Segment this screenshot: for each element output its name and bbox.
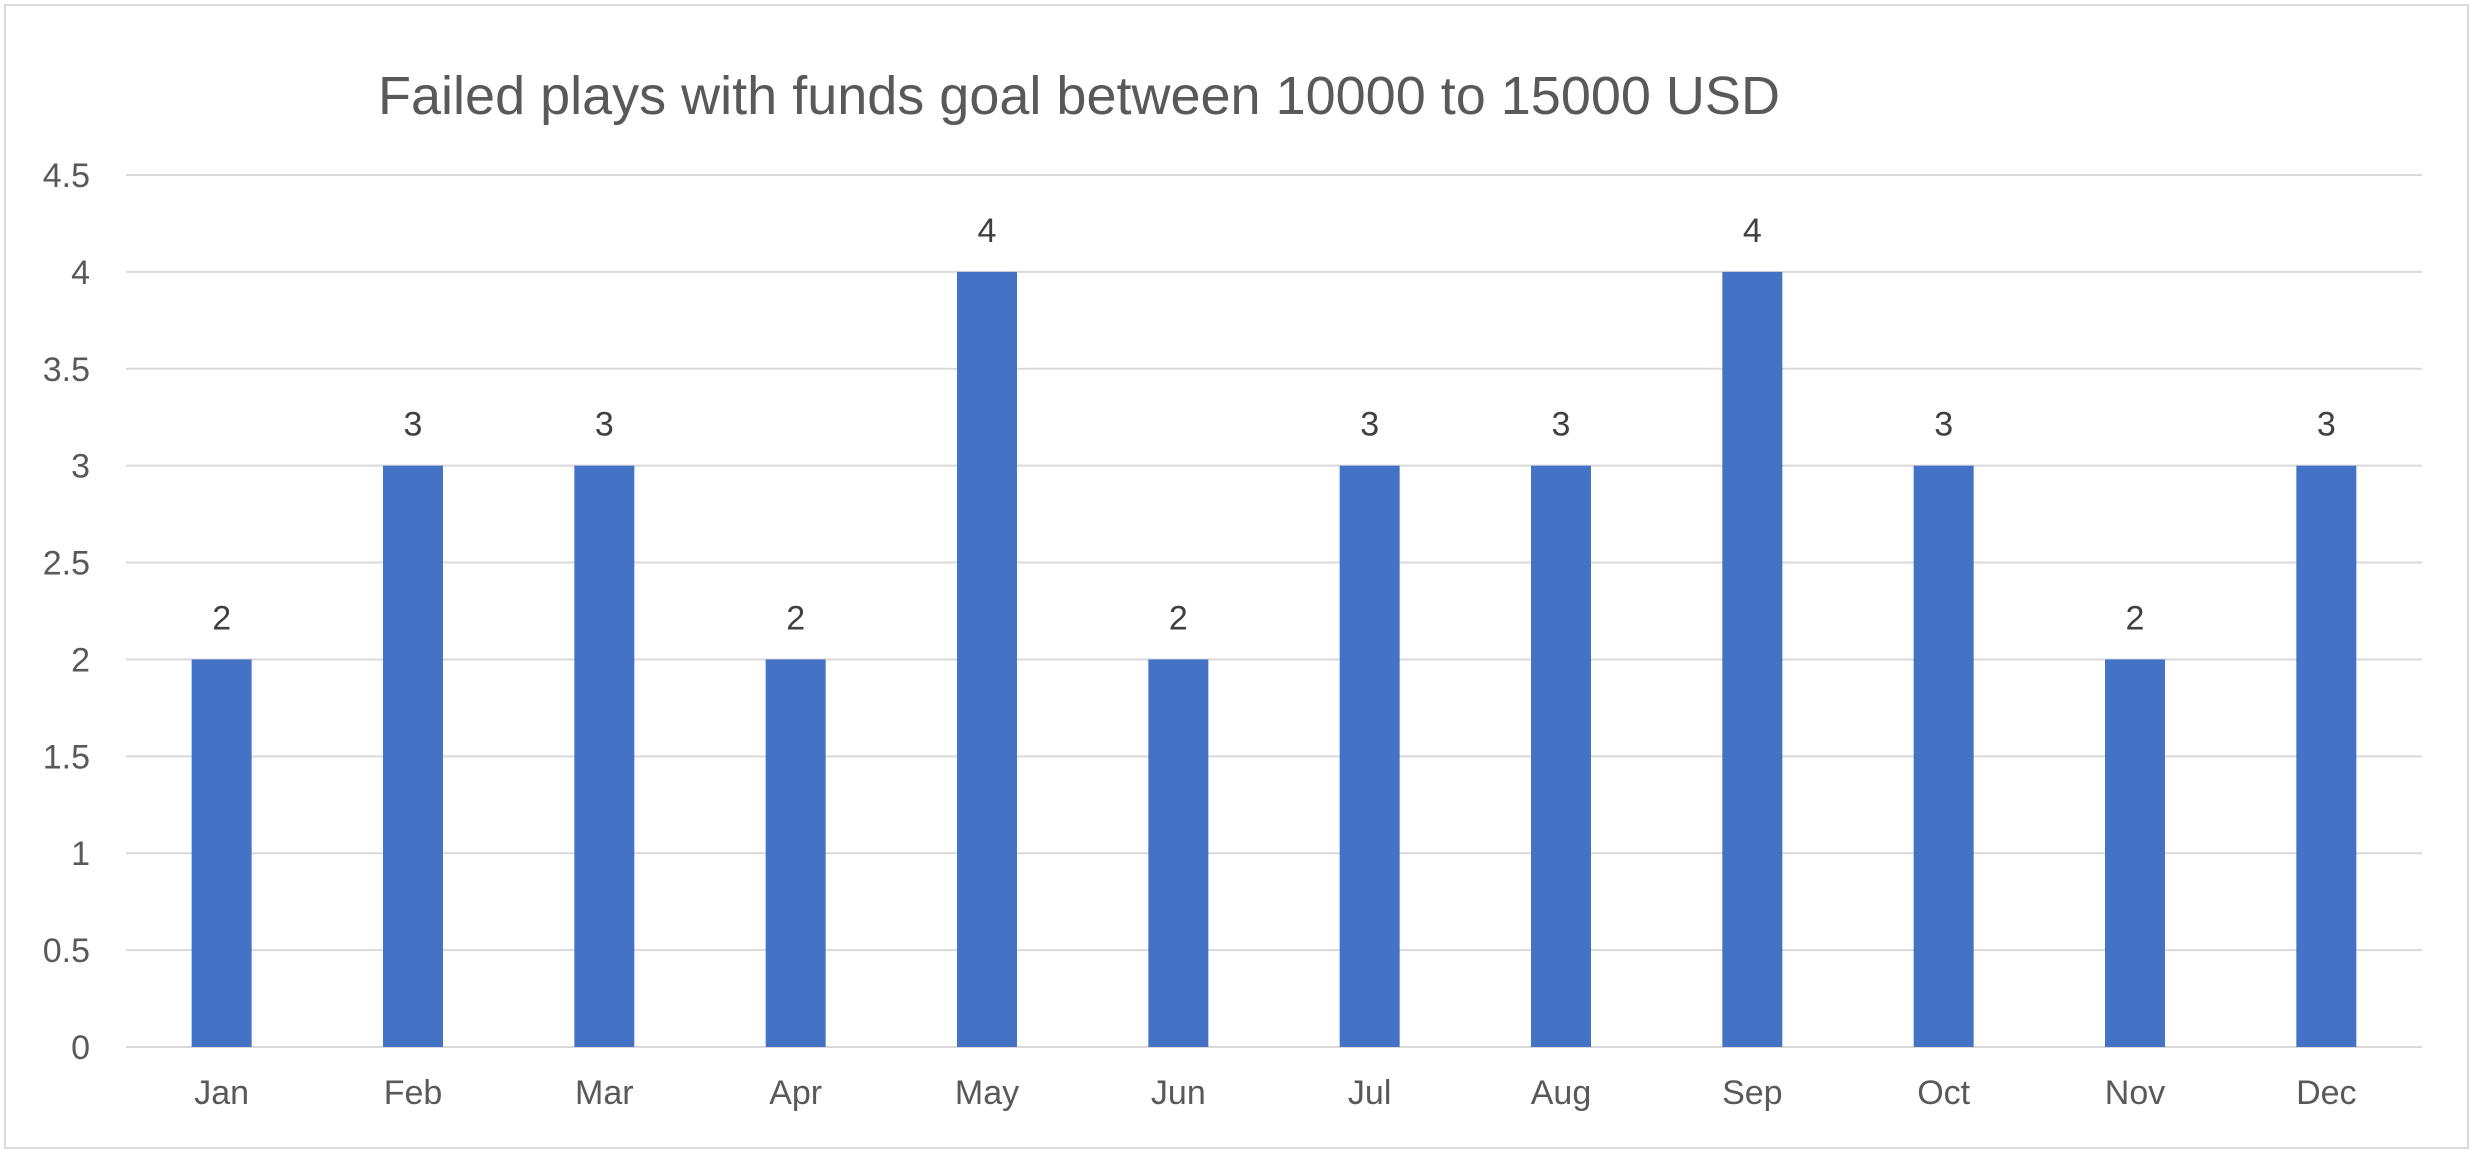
- x-tick-label-aug: Aug: [1531, 1074, 1592, 1112]
- data-label-nov: 2: [2126, 599, 2145, 637]
- bar-aug: [1531, 465, 1591, 1048]
- data-label-dec: 3: [2317, 406, 2336, 444]
- y-tick-label: 1: [71, 835, 90, 873]
- x-tick-label-jul: Jul: [1348, 1074, 1391, 1112]
- data-label-may: 4: [978, 212, 997, 250]
- x-tick-label-oct: Oct: [1917, 1074, 1970, 1112]
- bar-oct: [1913, 465, 1974, 1048]
- y-tick-label: 3.5: [43, 351, 90, 389]
- x-tick-label-may: May: [955, 1074, 1019, 1112]
- bar-mar: [574, 465, 635, 1048]
- x-tick-label-sep: Sep: [1722, 1074, 1783, 1112]
- y-tick-label: 0.5: [43, 932, 90, 970]
- x-axis-tick-labels: Jan Feb Mar Apr May Jun Jul Aug Sep Oct Nov Dec: [194, 1074, 2356, 1112]
- chart-svg: Failed plays with funds goal between 100…: [43, 66, 2422, 1112]
- bar-jul: [1339, 465, 1400, 1048]
- data-label-aug: 3: [1552, 406, 1571, 444]
- y-tick-label: 4: [71, 254, 90, 292]
- y-tick-label: 4.5: [43, 157, 90, 195]
- x-tick-label-nov: Nov: [2105, 1074, 2165, 1112]
- data-label-feb: 3: [404, 406, 423, 444]
- x-tick-label-apr: Apr: [769, 1074, 822, 1112]
- data-labels: 2 3 3 2 4 2 3 3 4 3 2 3: [212, 212, 2336, 638]
- bar-nov: [2105, 659, 2165, 1047]
- chart-frame: Failed plays with funds goal between 100…: [4, 4, 2469, 1149]
- y-tick-label: 2: [71, 641, 90, 679]
- bar-apr: [765, 659, 826, 1047]
- data-label-jun: 2: [1169, 599, 1188, 637]
- bar-may: [957, 271, 1017, 1047]
- y-tick-label: 3: [71, 448, 90, 486]
- y-tick-label: 1.5: [43, 738, 90, 776]
- data-label-jan: 2: [212, 599, 231, 637]
- bars: [191, 271, 2357, 1048]
- x-tick-label-feb: Feb: [384, 1074, 443, 1112]
- data-label-apr: 2: [786, 599, 805, 637]
- bar-jun: [1148, 659, 1209, 1047]
- chart-title: Failed plays with funds goal between 100…: [378, 66, 1780, 126]
- x-tick-label-mar: Mar: [575, 1074, 634, 1112]
- y-tick-label: 0: [71, 1029, 90, 1067]
- y-tick-label: 2.5: [43, 545, 90, 583]
- data-label-mar: 3: [595, 406, 614, 444]
- bar-feb: [383, 465, 443, 1048]
- bar-dec: [2296, 465, 2357, 1048]
- gridlines: [126, 174, 2422, 1048]
- bar-sep: [1722, 271, 1783, 1047]
- data-label-oct: 3: [1934, 406, 1953, 444]
- data-label-jul: 3: [1360, 406, 1379, 444]
- x-tick-label-jan: Jan: [194, 1074, 249, 1112]
- bar-jan: [191, 659, 252, 1047]
- y-axis-tick-labels: 0 0.5 1 1.5 2 2.5 3 3.5 4 4.5: [43, 157, 90, 1067]
- x-tick-label-dec: Dec: [2296, 1074, 2356, 1112]
- data-label-sep: 4: [1743, 212, 1762, 250]
- x-tick-label-jun: Jun: [1151, 1074, 1206, 1112]
